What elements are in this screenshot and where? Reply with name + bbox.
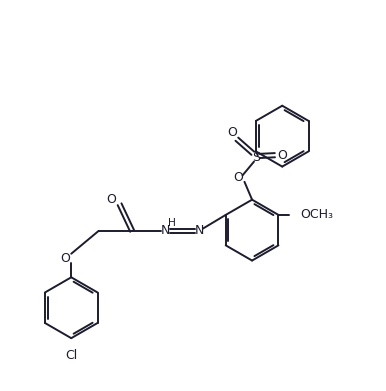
- Text: H: H: [168, 218, 176, 228]
- Text: OCH₃: OCH₃: [300, 208, 334, 221]
- Text: Cl: Cl: [65, 349, 77, 362]
- Text: S: S: [252, 151, 260, 163]
- Text: N: N: [161, 224, 170, 237]
- Text: O: O: [277, 149, 287, 161]
- Text: O: O: [227, 126, 237, 139]
- Text: O: O: [60, 252, 70, 265]
- Text: N: N: [195, 224, 204, 237]
- Text: O: O: [106, 193, 116, 206]
- Text: O: O: [233, 172, 243, 185]
